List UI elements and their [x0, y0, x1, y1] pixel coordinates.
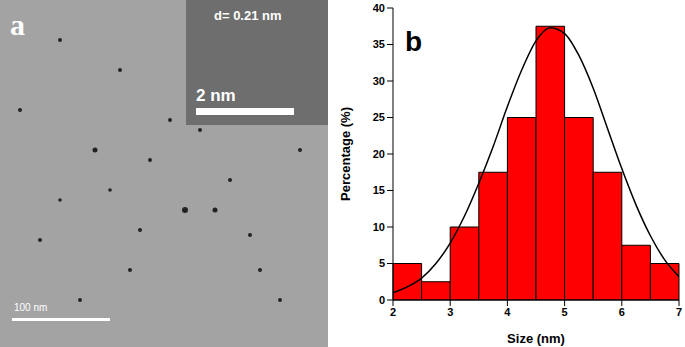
- svg-text:2: 2: [390, 306, 396, 318]
- svg-text:40: 40: [373, 2, 385, 14]
- svg-text:Percentage (%): Percentage (%): [338, 107, 353, 201]
- svg-text:6: 6: [619, 306, 625, 318]
- html-text:a: a: [10, 8, 25, 41]
- svg-text:3: 3: [447, 306, 453, 318]
- svg-text:Size (nm): Size (nm): [507, 331, 565, 346]
- svg-text:15: 15: [373, 184, 385, 196]
- svg-text:10: 10: [373, 221, 385, 233]
- html-text:d= 0.21 nm: d= 0.21 nm: [214, 8, 282, 23]
- svg-text:7: 7: [676, 306, 682, 318]
- svg-text:5: 5: [379, 257, 385, 269]
- svg-text:0: 0: [379, 294, 385, 306]
- svg-text:30: 30: [373, 75, 385, 87]
- svg-text:5: 5: [562, 306, 568, 318]
- svg-text:25: 25: [373, 111, 385, 123]
- svg-text:35: 35: [373, 38, 385, 50]
- svg-text:4: 4: [504, 306, 511, 318]
- html-text:2 nm: 2 nm: [196, 86, 236, 105]
- svg-text:20: 20: [373, 148, 385, 160]
- html-text:b: b: [405, 26, 423, 57]
- html-text:100 nm: 100 nm: [14, 302, 48, 313]
